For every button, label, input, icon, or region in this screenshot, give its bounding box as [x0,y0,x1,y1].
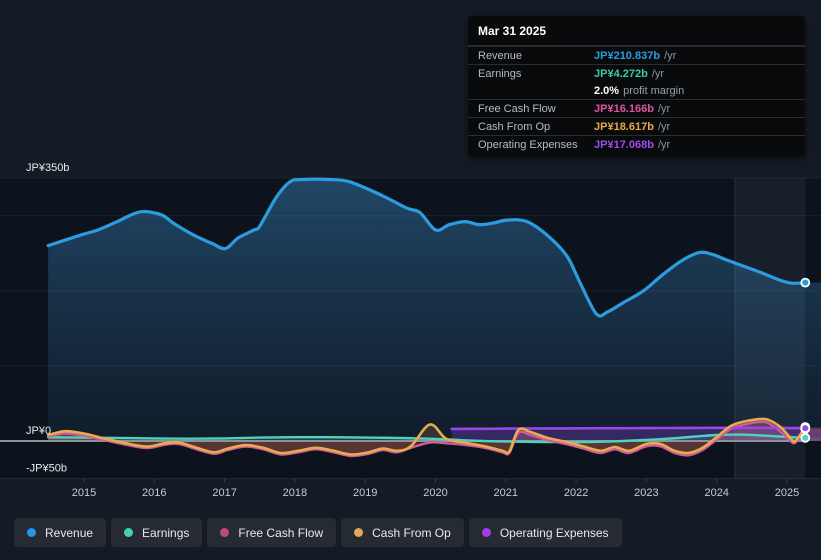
series-dot-operating-expenses[interactable] [800,423,811,434]
profit-margin-value: 2.0% [594,84,620,97]
legend-label: Cash From Op [372,525,451,540]
tooltip-row-revenue: Revenue JP¥210.837b /yr [468,46,805,64]
x-axis-label: 2018 [283,487,307,499]
series-line-free-cash-flow [46,420,807,458]
x-axis-label: 2016 [142,487,166,499]
operating-expenses-dot-icon [481,528,491,537]
y-axis-label: JP¥350b [26,162,69,174]
tooltip-value: JP¥210.837b [594,49,661,62]
x-axis-label: 2025 [775,487,799,499]
highlight-band [734,178,806,479]
tooltip-value: JP¥17.068b [594,138,654,151]
legend-item-free-cash-flow[interactable]: Free Cash Flow [207,518,337,547]
tooltip-unit: /yr [664,49,677,62]
series-line-earnings [46,433,807,444]
tooltip-value: JP¥16.166b [594,102,654,115]
series-line-operating-expenses [450,426,807,431]
tooltip-unit: /yr [657,102,671,115]
tooltip-row-free-cash-flow: Free Cash Flow JP¥16.166b /yr [468,99,805,117]
legend-label: Operating Expenses [499,525,609,540]
y-axis-label: -JP¥50b [26,463,67,475]
tooltip-label: Operating Expenses [478,138,578,151]
tooltip-row-profit-margin: 2.0% profit margin [468,82,805,99]
legend-item-operating-expenses[interactable]: Operating Expenses [468,518,622,547]
series-line-revenue [46,177,807,318]
series-dot-revenue[interactable] [800,277,811,288]
legend-label: Earnings [142,525,190,540]
legend: Revenue Earnings Free Cash Flow Cash Fro… [14,518,622,547]
legend-item-cash-from-op[interactable]: Cash From Op [341,518,464,547]
tooltip-value: JP¥4.272b [594,67,648,80]
y-axis-label: JP¥0 [26,425,51,437]
earnings-dot-icon [124,528,134,537]
revenue-dot-icon [27,528,36,537]
tooltip-unit: /yr [657,138,671,151]
x-axis-label: 2015 [72,487,96,499]
x-axis-label: 2021 [494,487,518,499]
series-dot-earnings[interactable] [800,432,811,443]
tooltip-unit: /yr [657,120,671,133]
free-cash-flow-dot-icon [220,528,230,537]
legend-item-revenue[interactable]: Revenue [14,518,107,547]
cash-from-op-dot-icon [354,528,364,537]
series-line-cash-from-op [46,417,807,456]
tooltip-row-earnings: Earnings JP¥4.272b /yr [468,64,805,82]
tooltip-unit: /yr [651,67,665,80]
tooltip-label: Revenue [478,49,523,62]
x-axis-label: 2023 [634,487,658,499]
x-axis-label: 2024 [704,487,728,499]
legend-label: Free Cash Flow [238,525,324,540]
series-area-free-cash-flow [48,421,821,457]
tooltip-row-operating-expenses: Operating Expenses JP¥17.068b /yr [468,135,805,153]
x-axis-label: 2020 [423,487,447,499]
series-area-revenue [48,179,821,441]
tooltip-date: Mar 31 2025 [468,16,805,46]
profit-margin-text: profit margin [623,84,685,97]
legend-item-earnings[interactable]: Earnings [111,518,203,547]
tooltip-label: Earnings [478,67,522,80]
legend-label: Revenue [45,525,94,540]
x-axis-label: 2017 [212,487,236,499]
tooltip-card: Mar 31 2025 Revenue JP¥210.837b /yr Earn… [468,16,805,157]
series-area-cash-from-op [48,418,821,455]
x-axis-label: 2022 [564,487,588,499]
x-axis-label: 2019 [353,487,377,499]
tooltip-row-cash-from-op: Cash From Op JP¥18.617b /yr [468,117,805,135]
tooltip-value: JP¥18.617b [594,120,654,133]
tooltip-label: Free Cash Flow [478,102,556,115]
tooltip-label: Cash From Op [478,120,551,133]
